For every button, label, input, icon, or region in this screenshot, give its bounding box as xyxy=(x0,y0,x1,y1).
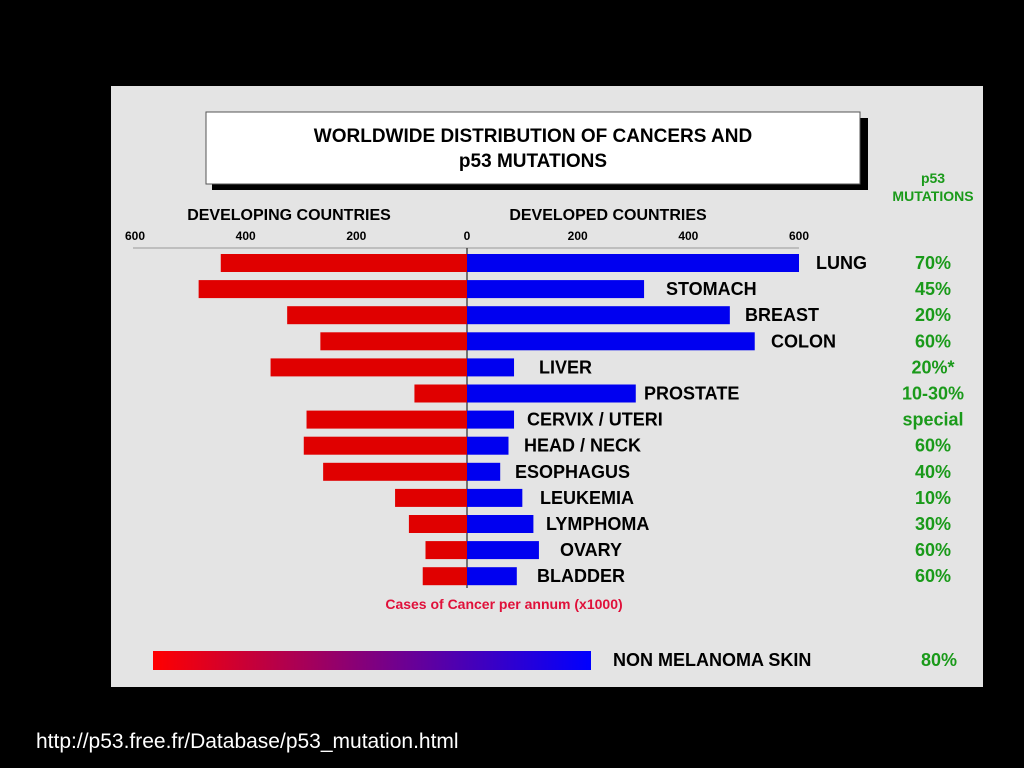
tick-label: 400 xyxy=(678,229,698,243)
butterfly-bar-chart: WORLDWIDE DISTRIBUTION OF CANCERS AND p5… xyxy=(125,111,974,670)
bar-developing xyxy=(422,567,467,586)
category-label: HEAD / NECK xyxy=(524,436,641,456)
bar-developed xyxy=(467,384,636,403)
category-label: BLADDER xyxy=(537,566,625,586)
skin-gradient-bar xyxy=(153,651,591,670)
right-header: DEVELOPED COUNTRIES xyxy=(509,207,707,224)
bar-developed xyxy=(467,488,523,507)
bar-developed xyxy=(467,567,517,586)
bar-developing xyxy=(303,436,467,455)
title-box xyxy=(205,111,861,185)
mutation-value: 10-30% xyxy=(902,384,964,404)
skin-mutation: 80% xyxy=(921,650,957,670)
bar-developed xyxy=(467,436,509,455)
mutation-value: 10% xyxy=(915,488,951,508)
category-label: ESOPHAGUS xyxy=(515,462,630,482)
bar-developing xyxy=(414,384,467,403)
category-label: OVARY xyxy=(560,540,622,560)
mutation-header-line-2: MUTATIONS xyxy=(892,188,973,204)
tick-label: 200 xyxy=(346,229,366,243)
chart-panel: WORLDWIDE DISTRIBUTION OF CANCERS AND p5… xyxy=(111,86,983,687)
bar-developing xyxy=(287,306,467,325)
bar-developing xyxy=(270,358,467,377)
skin-label: NON MELANOMA SKIN xyxy=(613,650,811,670)
bar-developed xyxy=(467,358,515,377)
bar-developed xyxy=(467,332,755,351)
mutation-value: 45% xyxy=(915,279,951,299)
category-label: CERVIX / UTERI xyxy=(527,410,663,430)
bar-developed xyxy=(467,515,534,533)
category-labels: LUNG STOMACH BREAST COLON LIVER PROSTATE CERVI… xyxy=(515,253,867,586)
mutation-value: 40% xyxy=(915,462,951,482)
bar-developed xyxy=(467,280,645,299)
bar-developed xyxy=(467,462,501,481)
category-label: LIVER xyxy=(539,357,592,377)
left-header: DEVELOPING COUNTRIES xyxy=(187,207,391,224)
bar-developing xyxy=(306,410,467,429)
bar-developing xyxy=(320,332,467,351)
bar-developing xyxy=(425,541,467,560)
bar-developed xyxy=(467,541,539,560)
bar-developing xyxy=(395,488,467,507)
bar-developing xyxy=(198,280,467,299)
axis-ticks: 600 400 200 0 200 400 600 xyxy=(125,229,809,243)
mutation-value: 20%* xyxy=(911,357,954,377)
chart-title-line-2: p53 MUTATIONS xyxy=(459,151,607,172)
category-label: LEUKEMIA xyxy=(540,488,634,508)
bar-developing xyxy=(323,462,467,481)
mutation-value: 70% xyxy=(915,253,951,273)
mutation-value: 30% xyxy=(915,514,951,534)
tick-label: 600 xyxy=(789,229,809,243)
mutation-header-line-1: p53 xyxy=(921,170,945,186)
category-label: LUNG xyxy=(816,253,867,273)
bar-developed xyxy=(467,254,799,272)
tick-label: 200 xyxy=(568,229,588,243)
category-label: PROSTATE xyxy=(644,384,739,404)
tick-label: 0 xyxy=(464,229,471,243)
bar-developing xyxy=(220,254,467,272)
mutation-value: 20% xyxy=(915,305,951,325)
tick-label: 400 xyxy=(236,229,256,243)
mutation-value: 60% xyxy=(915,540,951,560)
category-label: BREAST xyxy=(745,305,819,325)
mutation-labels: 70% 45% 20% 60% 20%* 10-30% special 60% 40% 10% 30… xyxy=(902,253,964,586)
bar-developed xyxy=(467,410,515,429)
bars xyxy=(198,254,799,586)
mutation-value: 60% xyxy=(915,566,951,586)
bar-developing xyxy=(408,515,467,533)
x-axis-label: Cases of Cancer per annum (x1000) xyxy=(385,596,622,612)
source-url[interactable]: http://p53.free.fr/Database/p53_mutation… xyxy=(36,730,459,753)
mutation-value: special xyxy=(902,410,963,430)
category-label: LYMPHOMA xyxy=(546,514,649,534)
chart-title-line-1: WORLDWIDE DISTRIBUTION OF CANCERS AND xyxy=(314,126,752,147)
category-label: STOMACH xyxy=(666,279,757,299)
mutation-value: 60% xyxy=(915,331,951,351)
bar-developed xyxy=(467,306,730,325)
mutation-value: 60% xyxy=(915,436,951,456)
tick-label: 600 xyxy=(125,229,145,243)
category-label: COLON xyxy=(771,331,836,351)
